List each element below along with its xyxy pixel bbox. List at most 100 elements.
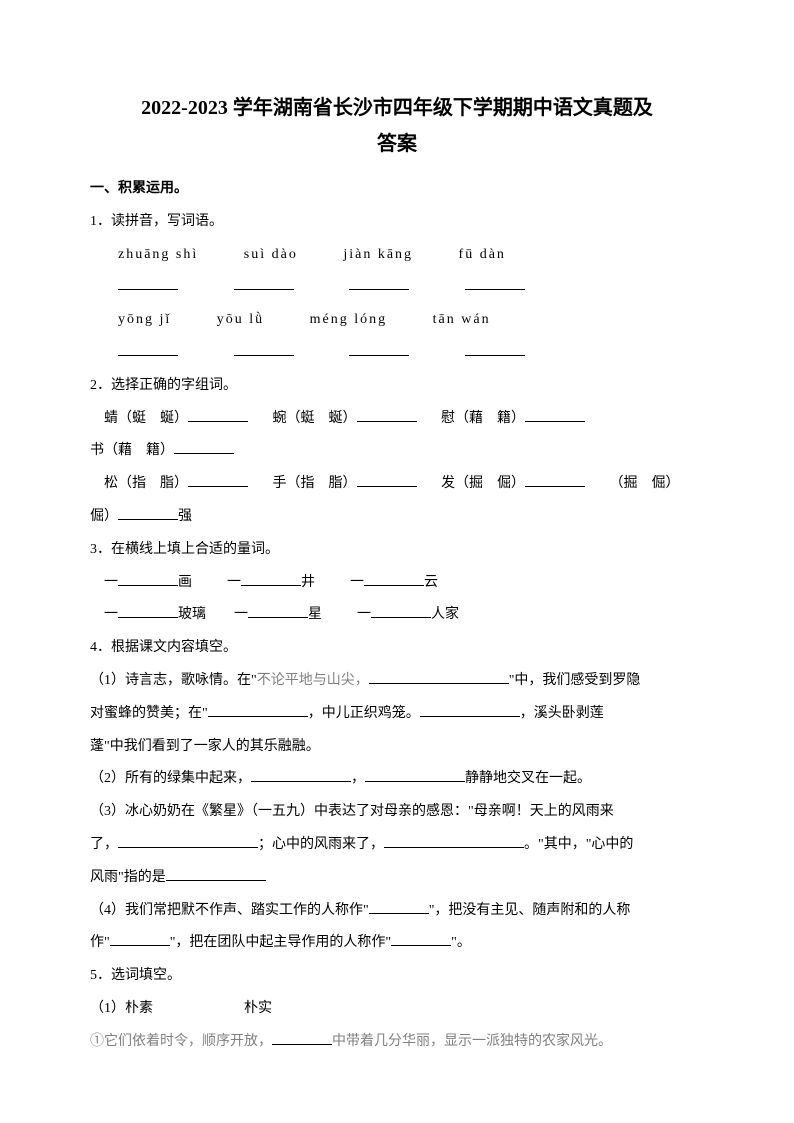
blank[interactable] [365,768,465,782]
blank[interactable] [251,768,351,782]
q2-item-2: 蜿（蜓 蜒） [273,411,357,426]
q4-1f: ，溪头卧剥莲 [520,706,604,721]
q4-3-line2: 了， ；心中的风雨来了， 。"其中，"心中的 [90,830,704,861]
title-line-1: 2022-2023 学年湖南省长沙市四年级下学期期中语文真题及 [90,90,704,126]
q4-2c: 静静地交叉在一起。 [465,771,591,786]
q4-4-line1: （4）我们常把默不作声、踏实工作的人称作""，把没有主见、随声附和的人称 [90,896,704,927]
q3-i5: 星 [308,607,322,622]
q4-2b: ， [351,771,365,786]
blank[interactable] [248,604,308,618]
pinyin-2: suì dào [244,240,298,271]
pinyin-8: tān wán [433,305,491,336]
q4-4e: "。 [451,935,471,950]
blank[interactable] [118,834,258,848]
q4-2a: （2）所有的绿集中起来， [90,771,251,786]
q4-4d: "，把在团队中起主导作用的人称作" [170,935,391,950]
blank[interactable] [234,338,294,356]
blank[interactable] [384,834,524,848]
blank[interactable] [465,338,525,356]
q4-3b: 了， [90,837,118,852]
q2-row-4: 倔） 强 [90,502,704,533]
q4-3c: ；心中的风雨来了， [258,837,384,852]
blank[interactable] [241,572,301,586]
q4-3-line1: （3）冰心奶奶在《繁星》（一五九）中表达了对母亲的感恩："母亲啊！天上的风雨来 [90,797,704,828]
q3-i4: 玻璃 [178,607,206,622]
blank[interactable] [391,932,451,946]
q2-item-1: 蜻（蜓 蜒） [104,411,188,426]
pinyin-1: zhuāng shì [118,240,198,271]
q2-item-6: 手（指 脂） [273,476,357,491]
q5-1b: 朴实 [244,1001,272,1016]
q2-row-1: 蜻（蜓 蜒） 蜿（蜓 蜒） 慰（藉 籍） [90,404,704,435]
blank[interactable] [371,604,431,618]
blank[interactable] [188,408,248,422]
blank[interactable] [369,900,429,914]
q4-2-line1: （2）所有的绿集中起来， ， 静静地交叉在一起。 [90,764,704,795]
q4-1d: 对蜜蜂的赞美；在" [90,706,208,721]
blank[interactable] [525,473,585,487]
blank[interactable] [465,272,525,290]
q3-i1: 画 [178,575,192,590]
q4-4b: "，把没有主见、随声附和的人称 [429,903,631,918]
blank[interactable] [208,703,308,717]
q5-line1: ①它们依着时令，顺序开放， 中带着几分华丽，显示一派独特的农家风光。 [90,1027,704,1058]
question-2: 2．选择正确的字组词。 [90,371,704,402]
question-5: 5．选词填空。 [90,961,704,992]
section-1-header: 一、积累运用。 [90,174,704,205]
q4-3e: 风雨"指的是 [90,870,166,885]
blank[interactable] [166,867,266,881]
q4-1-line3: 蓬"中我们看到了一家人的其乐融融。 [90,732,704,763]
q5-line1b: 中带着几分华丽，显示一派独特的农家风光。 [332,1034,612,1049]
blank[interactable] [364,572,424,586]
pinyin-row-2: yōng jǐ yōu lǜ méng lóng tān wán [90,305,704,336]
blank[interactable] [357,473,417,487]
q2-item-4: 书（藉 籍） [90,443,174,458]
q4-1a: （1）诗言志，歌咏情。在" [90,673,257,688]
blank[interactable] [357,408,417,422]
blank[interactable] [118,506,178,520]
q2-item-8a: （掘 倔） [610,476,680,491]
blank[interactable] [174,440,234,454]
q4-1c: "中，我们感受到罗隐 [509,673,641,688]
q2-item-3: 慰（藉 籍） [441,411,525,426]
q5-1-options: （1）朴素 朴实 [90,994,704,1025]
q2-row-2: 书（藉 籍） [90,436,704,467]
pinyin-3: jiàn kāng [343,240,413,271]
q2-item-8b: 倔） [90,509,118,524]
blank[interactable] [369,670,509,684]
blank[interactable] [188,473,248,487]
blank[interactable] [234,272,294,290]
q5-1a: （1）朴素 [90,1001,153,1016]
q2-row-3: 松（指 脂） 手（指 脂） 发（掘 倔） （掘 倔） [90,469,704,500]
blank[interactable] [118,572,178,586]
blank[interactable] [118,338,178,356]
title-line-2: 答案 [90,126,704,162]
q4-1-line2: 对蜜蜂的赞美；在"，中儿正织鸡笼。，溪头卧剥莲 [90,699,704,730]
q4-3-line3: 风雨"指的是 [90,863,704,894]
q2-item-8c: 强 [178,509,192,524]
q4-4-line2: 作""，把在团队中起主导作用的人称作""。 [90,928,704,959]
blank[interactable] [118,272,178,290]
q4-1-line1: （1）诗言志，歌咏情。在"不论平地与山尖，"中，我们感受到罗隐 [90,666,704,697]
pinyin-7: méng lóng [310,305,388,336]
q3-row-1: 一画 一井 一云 [90,568,704,599]
question-4: 4．根据课文内容填空。 [90,633,704,664]
pinyin-6: yōu lǜ [217,305,264,336]
blank[interactable] [349,338,409,356]
blank[interactable] [420,703,520,717]
pinyin-5: yōng jǐ [118,305,171,336]
blank-row-1 [90,272,704,303]
q3-i6: 人家 [431,607,459,622]
pinyin-4: fū dàn [459,240,506,271]
blank[interactable] [525,408,585,422]
blank[interactable] [349,272,409,290]
q4-3d: 。"其中，"心中的 [524,837,633,852]
page-title: 2022-2023 学年湖南省长沙市四年级下学期期中语文真题及 答案 [90,90,704,162]
blank[interactable] [272,1031,332,1045]
blank[interactable] [118,604,178,618]
q3-i3: 云 [424,575,438,590]
blank[interactable] [110,932,170,946]
q5-line1a: ①它们依着时令，顺序开放， [90,1034,272,1049]
question-3: 3．在横线上填上合适的量词。 [90,535,704,566]
pinyin-row-1: zhuāng shì suì dào jiàn kāng fū dàn [90,240,704,271]
